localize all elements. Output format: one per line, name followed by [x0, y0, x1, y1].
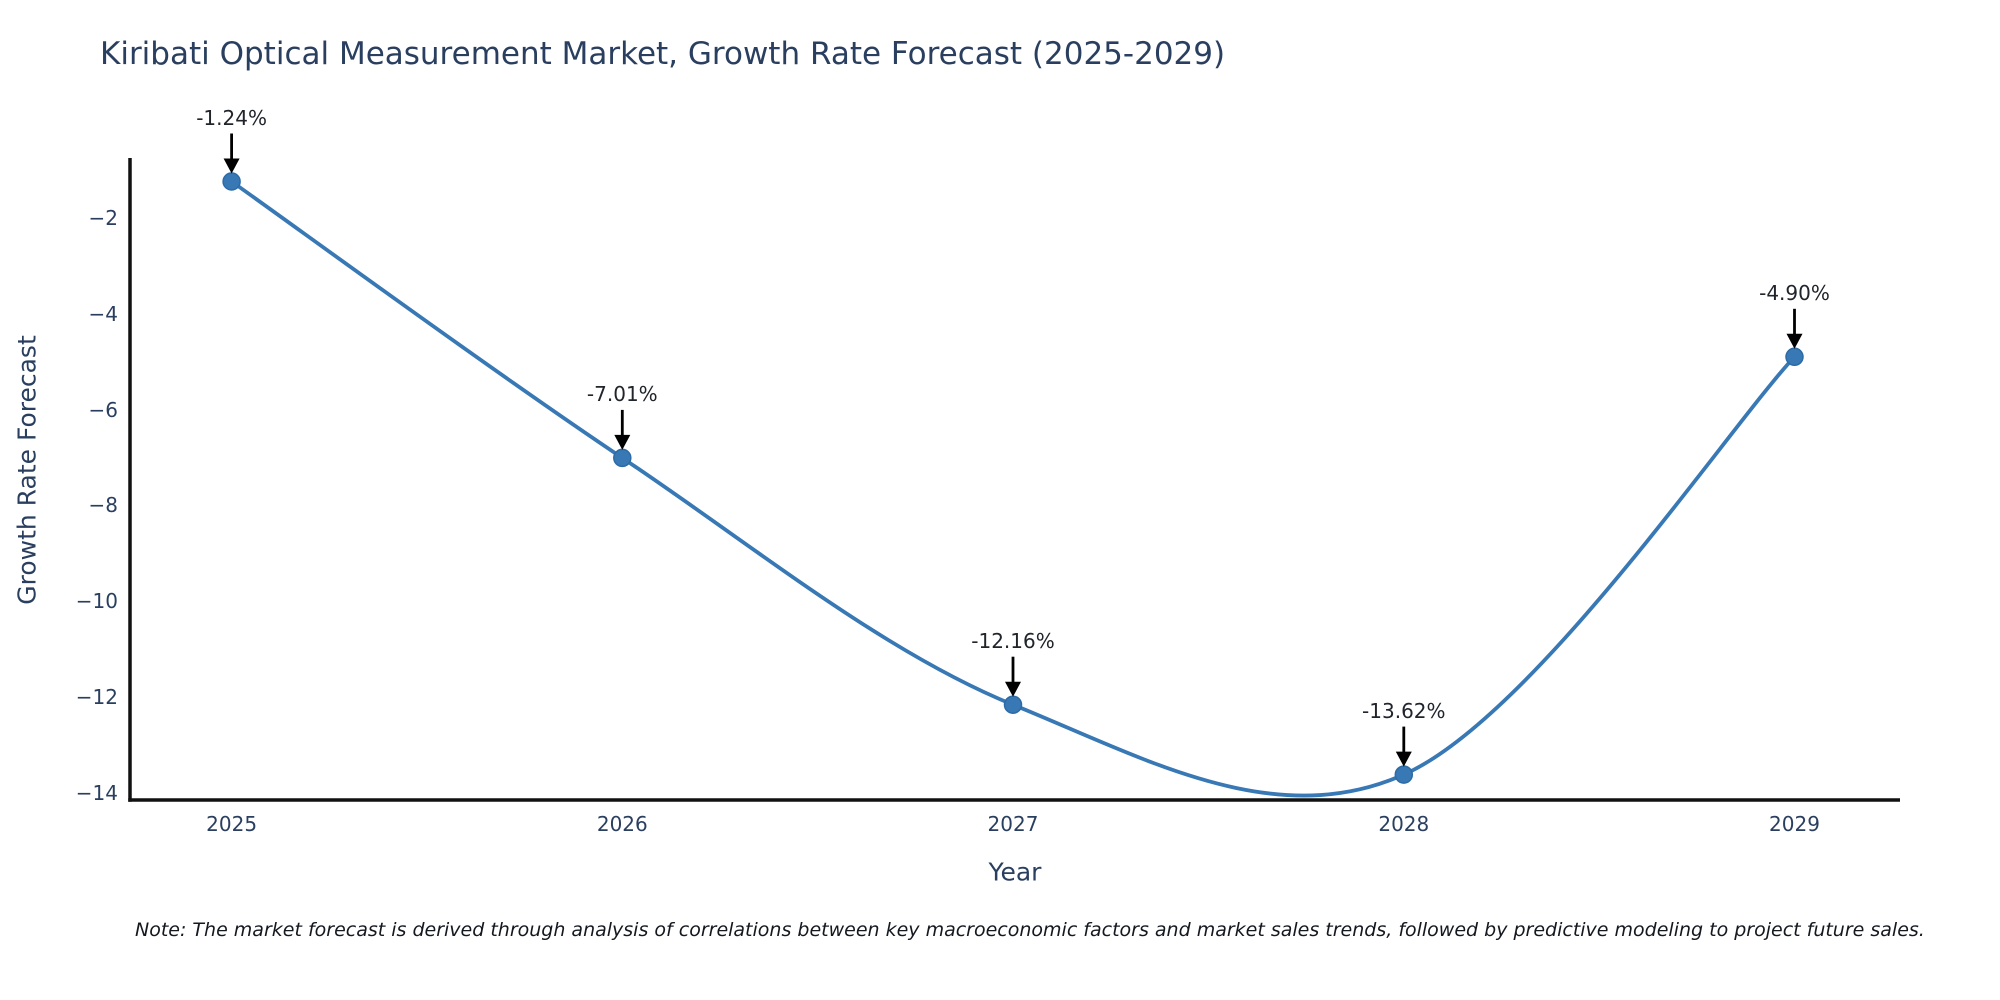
data-point-label: -7.01% [586, 381, 658, 406]
annotation-arrowhead [614, 434, 631, 450]
data-point-label: -12.16% [971, 628, 1055, 653]
annotation-arrowhead [223, 158, 240, 174]
y-tick-label: −6 [88, 397, 118, 422]
data-point-label: -4.90% [1759, 280, 1830, 305]
data-point-marker [613, 448, 632, 468]
annotation-arrowhead [1005, 681, 1021, 697]
y-tick-label: −8 [88, 493, 118, 518]
annotation-arrowhead [1786, 333, 1803, 349]
y-tick-label: −2 [88, 205, 118, 230]
x-axis-title: Year [988, 857, 1042, 887]
annotation-arrowhead [1395, 751, 1412, 767]
data-point-label: -1.24% [196, 105, 267, 130]
footnote: Note: The market forecast is derived thr… [135, 919, 1925, 941]
data-point-marker [1785, 347, 1804, 367]
data-point-marker [1394, 765, 1414, 784]
x-tick-label: 2028 [1378, 812, 1430, 836]
data-point-marker [222, 172, 241, 191]
chart-title: Kiribati Optical Measurement Market, Gro… [100, 36, 1226, 72]
x-tick-label: 2025 [206, 812, 258, 836]
y-tick-label: −12 [75, 685, 118, 709]
y-tick-label: −10 [75, 589, 118, 614]
y-tick-label: −14 [75, 780, 118, 805]
x-tick-label: 2026 [596, 812, 648, 836]
x-tick-label: 2027 [987, 812, 1039, 836]
data-point-label: -13.62% [1362, 698, 1446, 723]
x-tick-label: 2029 [1769, 812, 1820, 836]
y-tick-label: −4 [88, 301, 118, 326]
y-axis-title: Growth Rate Forecast [12, 335, 42, 605]
data-point-marker [1003, 695, 1023, 714]
